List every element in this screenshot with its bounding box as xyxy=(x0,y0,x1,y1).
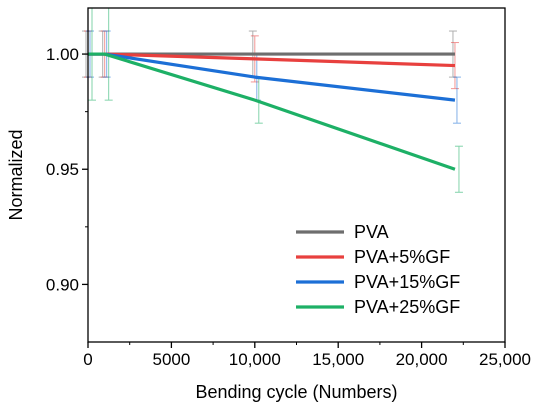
x-tick-label: 25,000 xyxy=(479,350,531,369)
legend-item: PVA xyxy=(296,222,389,242)
x-tick-label: 10,000 xyxy=(229,350,281,369)
error-bar xyxy=(452,76,461,124)
x-tick-label: 20,000 xyxy=(396,350,448,369)
legend-item: PVA+15%GF xyxy=(296,272,460,292)
legend-item: PVA+5%GF xyxy=(296,247,450,267)
y-axis-label: Normalized xyxy=(6,129,26,220)
x-axis-ticks: 0 5000 10,000 15,000 20,000 25,000 xyxy=(83,342,531,369)
legend-label: PVA+25%GF xyxy=(354,297,460,317)
y-tick-label: 0.90 xyxy=(46,275,79,294)
y-tick-label: 0.95 xyxy=(46,160,79,179)
series-line xyxy=(88,52,456,171)
x-tick-label: 5000 xyxy=(152,350,190,369)
legend-label: PVA xyxy=(354,222,389,242)
error-bar xyxy=(454,145,463,193)
legend: PVA PVA+5%GF PVA+15%GF PVA+25%GF xyxy=(296,222,460,317)
error-bars-layer xyxy=(82,7,463,193)
series-lines-layer xyxy=(88,52,456,171)
x-tick-label: 15,000 xyxy=(312,350,364,369)
legend-item: PVA+25%GF xyxy=(296,297,460,317)
y-axis-ticks: 0.90 0.95 1.00 xyxy=(46,45,88,294)
legend-label: PVA+5%GF xyxy=(354,247,450,267)
x-axis-label: Bending cycle (Numbers) xyxy=(195,382,397,402)
x-tick-label: 0 xyxy=(83,350,92,369)
legend-label: PVA+15%GF xyxy=(354,272,460,292)
y-tick-label: 1.00 xyxy=(46,45,79,64)
